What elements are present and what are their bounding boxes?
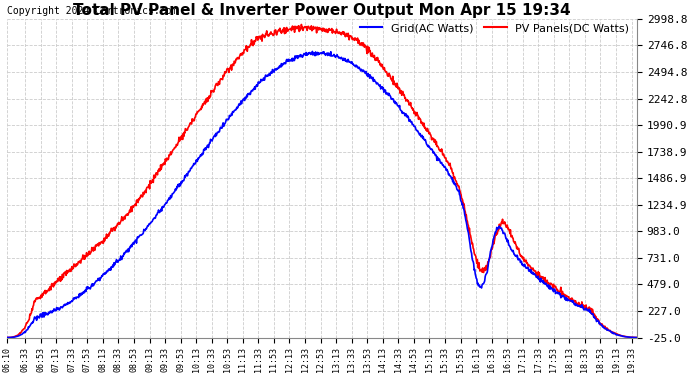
Legend: Grid(AC Watts), PV Panels(DC Watts): Grid(AC Watts), PV Panels(DC Watts) — [355, 19, 634, 38]
Title: Total PV Panel & Inverter Power Output Mon Apr 15 19:34: Total PV Panel & Inverter Power Output M… — [73, 3, 571, 18]
Text: Copyright 2024 Cartronics.com: Copyright 2024 Cartronics.com — [8, 6, 177, 16]
